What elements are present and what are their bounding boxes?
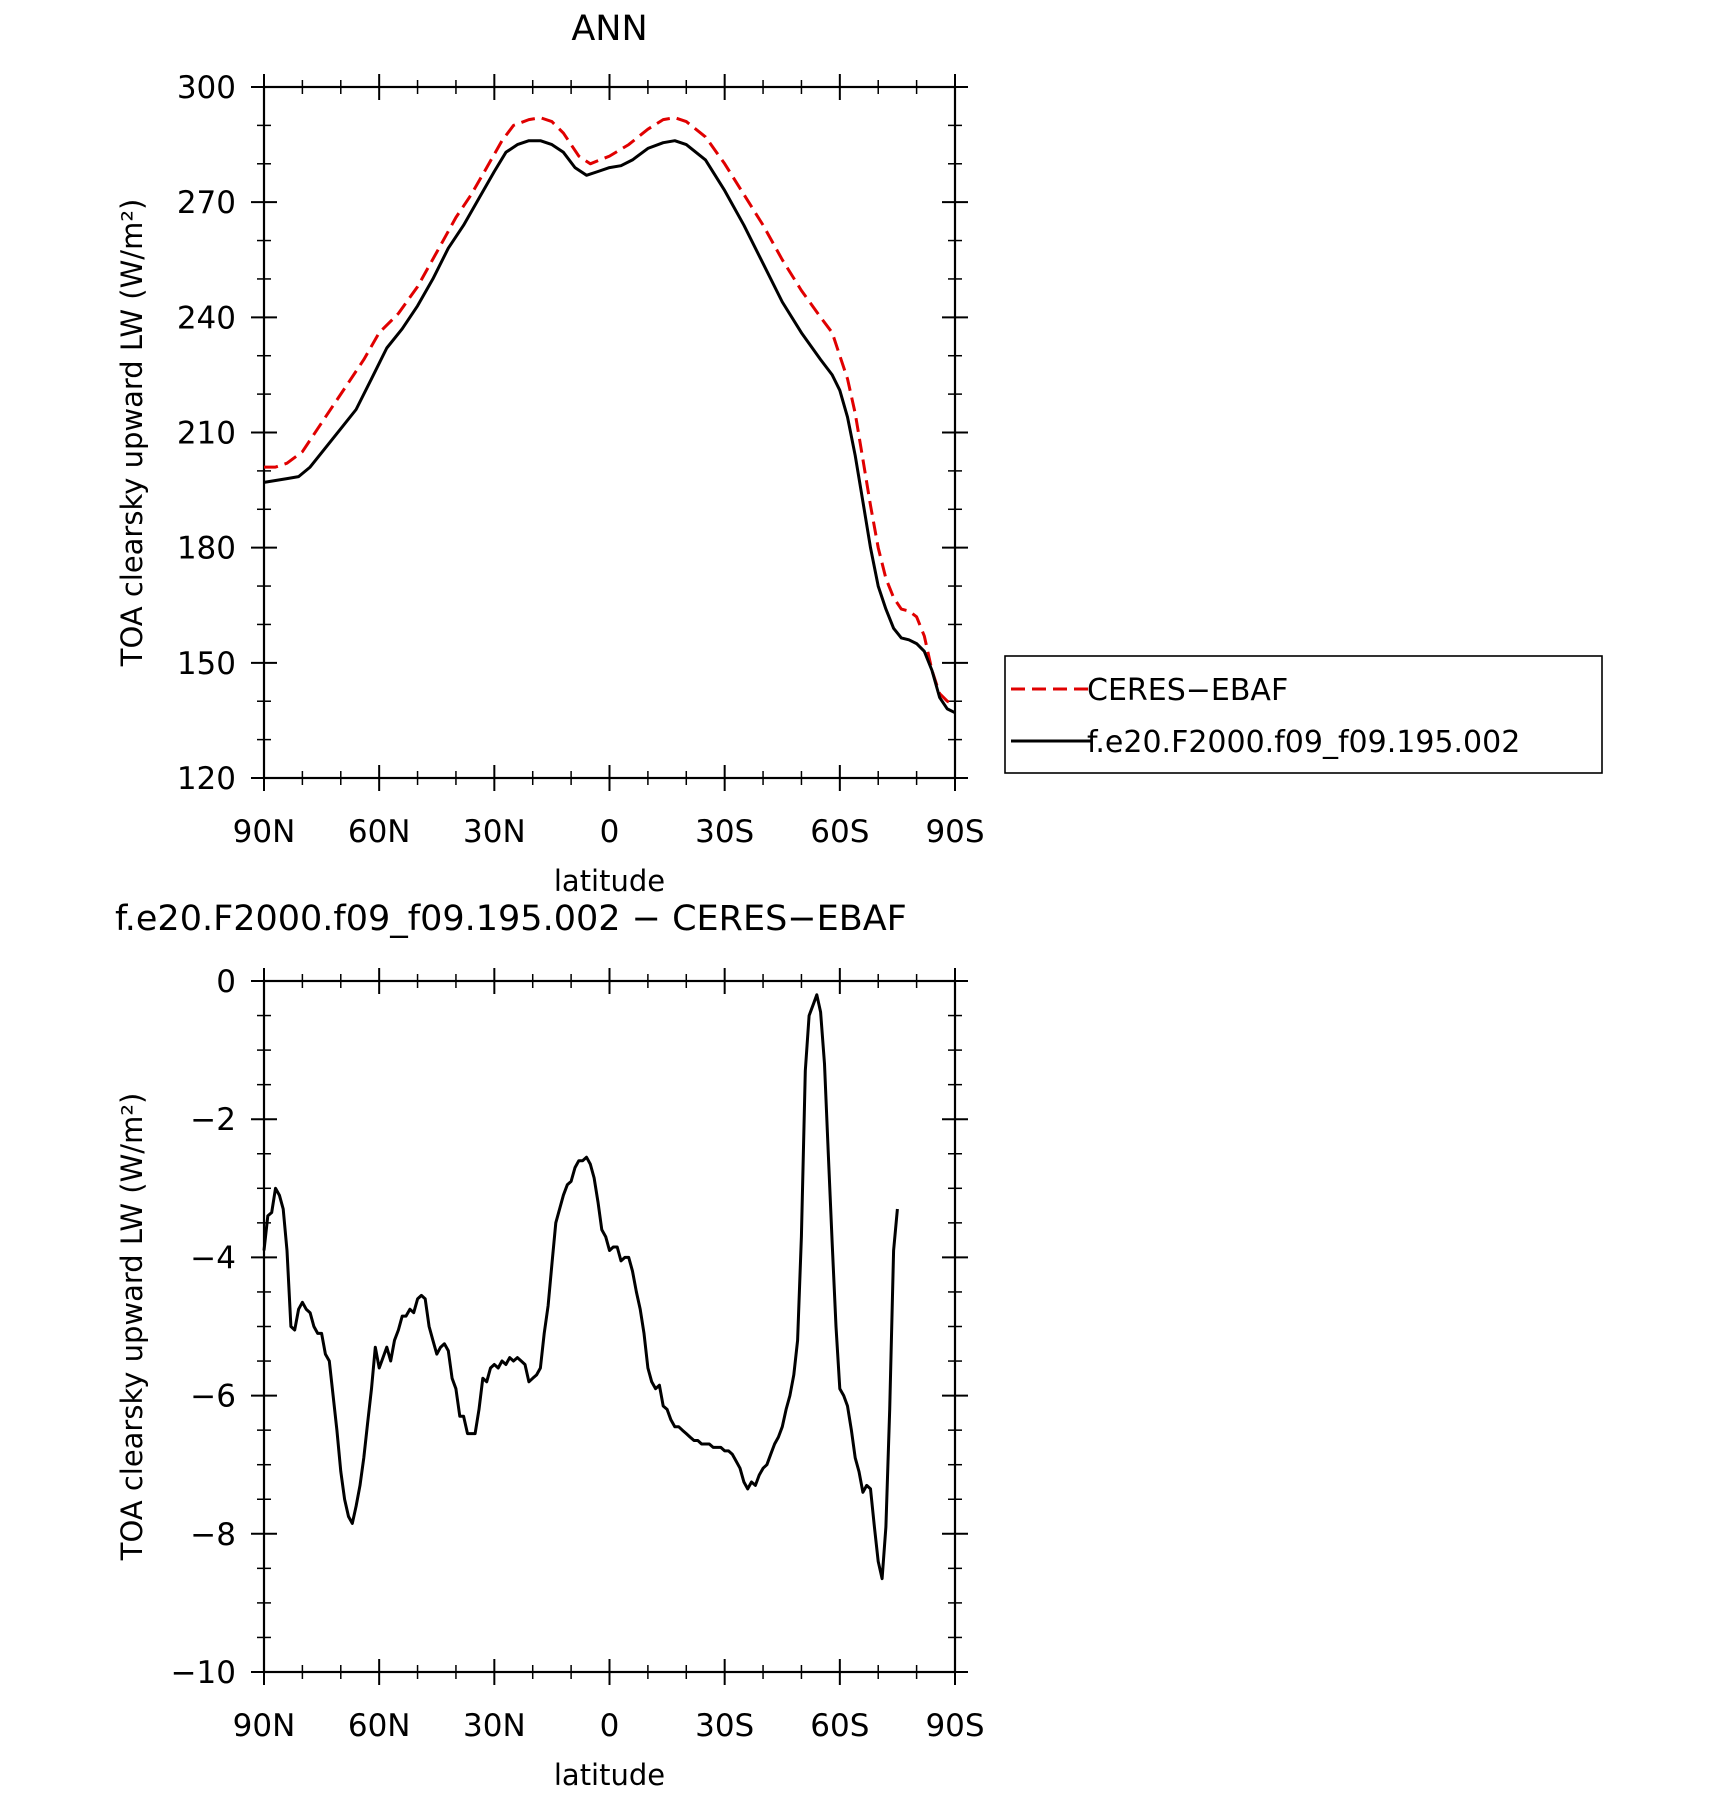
x-tick-label: 90N [233,1708,296,1744]
chart-title: f.e20.F2000.f09_f09.195.002 − CERES−EBAF [115,899,907,939]
x-tick-label: 60N [348,814,411,850]
x-tick-label: 30N [463,814,526,850]
x-axis-label: latitude [554,1758,665,1792]
y-tick-label: 270 [177,185,236,221]
x-tick-label: 0 [600,1708,620,1744]
x-tick-label: 90S [925,814,984,850]
x-tick-label: 60N [348,1708,411,1744]
y-tick-label: 240 [177,300,236,336]
series-line-ceres-ebaf [264,116,956,707]
x-tick-label: 30N [463,1708,526,1744]
y-tick-label: 120 [177,761,236,797]
top-panel: ANN 90N 60N 30N 0 30S 60S 90S 300 270 240 210 180 150… [115,9,985,898]
y-tick-label: 150 [177,646,236,682]
y-axis-label: TOA clearsky upward LW (W/m²) [115,199,149,668]
x-tick-label: 0 [600,814,620,850]
plot-frame [262,979,957,1674]
x-tick-label: 30S [695,814,754,850]
y-tick-label: −6 [190,1379,236,1415]
x-tick-label: 60S [810,814,869,850]
y-tick-label: −10 [171,1655,236,1691]
legend-label-model: f.e20.F2000.f09_f09.195.002 [1087,725,1520,760]
y-tick-label: 0 [216,964,236,1000]
x-tick-label: 90S [925,1708,984,1744]
y-tick-label: −4 [190,1240,236,1276]
series-line-f-e20-f2000-f09-f09-195-002 [263,139,956,715]
y-tick-label: −8 [190,1517,236,1553]
y-axis-label: TOA clearsky upward LW (W/m²) [115,1093,149,1562]
legend-box [1004,655,1603,774]
y-tick-label: 210 [177,416,236,452]
difference-line [262,993,899,1581]
x-axis-label: latitude [554,864,665,898]
chart-title: ANN [571,9,647,49]
legend-label-ceres-ebaf: CERES−EBAF [1087,673,1288,708]
x-tick-label: 90N [233,814,296,850]
legend: CERES−EBAF f.e20.F2000.f09_f09.195.002 [1004,655,1603,774]
x-tick-label: 60S [810,1708,869,1744]
y-tick-label: 300 [177,70,236,106]
y-tick-label: −2 [190,1102,236,1138]
x-tick-label: 30S [695,1708,754,1744]
bottom-panel: f.e20.F2000.f09_f09.195.002 − CERES−EBAF… [115,899,985,1792]
y-tick-label: 180 [177,531,236,567]
